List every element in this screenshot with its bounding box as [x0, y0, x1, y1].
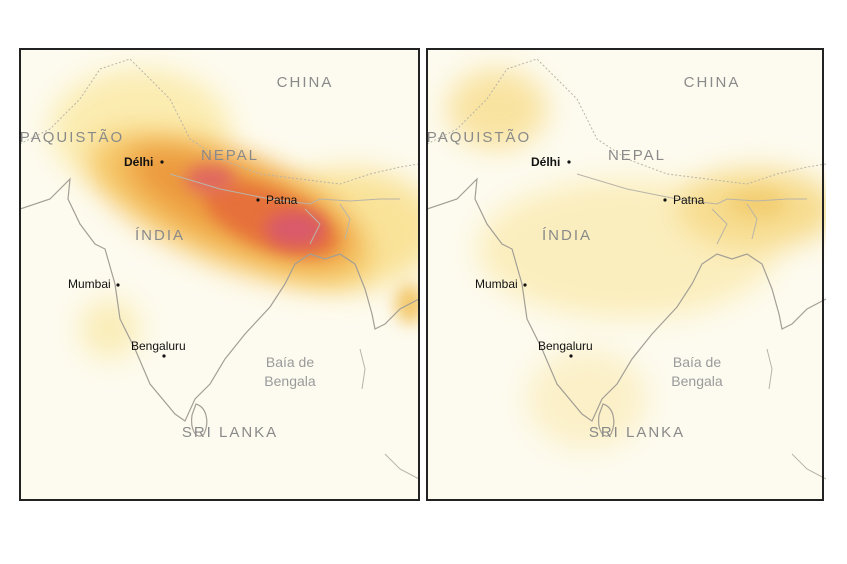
sea-label: Baía de	[673, 354, 721, 370]
city-label: Bengaluru	[131, 339, 186, 353]
city-label: Mumbai	[68, 277, 111, 291]
city-dot	[116, 283, 120, 287]
country-label: SRI LANKA	[182, 424, 278, 441]
country-label: NEPAL	[201, 147, 259, 164]
sea-label: Baía de	[266, 354, 314, 370]
city-label: Délhi	[124, 155, 153, 169]
country-label: ÍNDIA	[135, 227, 185, 244]
country-label: CHINA	[277, 74, 334, 91]
label-layer: CHINA PAQUISTÃO NEPAL ÍNDIA Délhi Patna Mumbai…	[427, 74, 741, 441]
city-label: Délhi	[531, 155, 560, 169]
country-label: NEPAL	[608, 147, 666, 164]
country-label: PAQUISTÃO	[20, 129, 124, 146]
country-label: CHINA	[684, 74, 741, 91]
label-layer: CHINA PAQUISTÃO NEPAL ÍNDIA Délhi Patna Mumbai…	[20, 74, 334, 441]
country-label: SRI LANKA	[589, 424, 685, 441]
city-label: Patna	[266, 193, 298, 207]
city-label: Patna	[673, 193, 705, 207]
city-dot	[569, 354, 573, 358]
city-dot	[160, 160, 164, 164]
country-label: PAQUISTÃO	[427, 129, 531, 146]
city-label: Mumbai	[475, 277, 518, 291]
city-dot	[567, 160, 571, 164]
city-dot	[663, 198, 667, 202]
map-panel: CHINA PAQUISTÃO NEPAL ÍNDIA Délhi Patna Mumbai…	[19, 48, 420, 501]
city-dot	[162, 354, 166, 358]
country-label: ÍNDIA	[542, 227, 592, 244]
sea-label: Bengala	[264, 373, 316, 389]
city-label: Bengaluru	[538, 339, 593, 353]
city-dot	[256, 198, 260, 202]
map-panel: CHINA PAQUISTÃO NEPAL ÍNDIA Délhi Patna Mumbai…	[426, 48, 826, 501]
sea-label: Bengala	[671, 373, 723, 389]
city-dot	[523, 283, 527, 287]
